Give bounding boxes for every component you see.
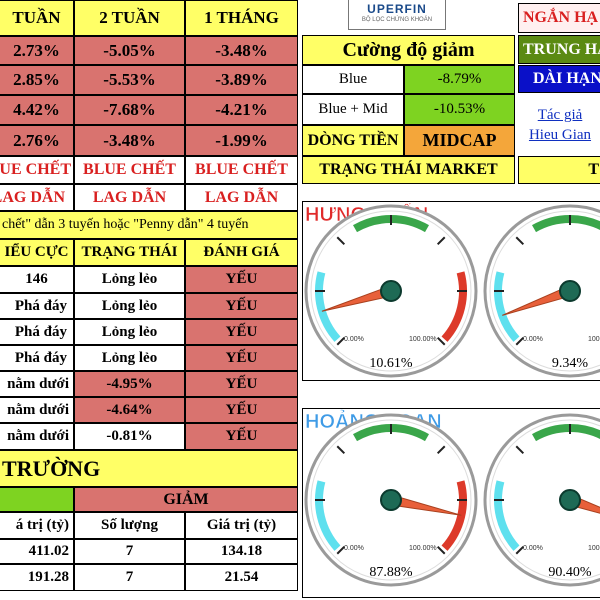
market-status-label: TRẠNG THÁI MARKET [302, 156, 515, 184]
status-cell: nằm dưới [0, 371, 74, 397]
money-flow-value: MIDCAP [404, 125, 515, 156]
long-term-label: DÀI HẠN [518, 65, 600, 93]
market-col-header: á trị (tỷ) [0, 512, 74, 539]
status-cell: nằm dưới [0, 397, 74, 423]
logo-subtitle: BỘ LỌC CHỨNG KHOÁN [361, 17, 433, 23]
market-cell: 134.18 [185, 539, 298, 564]
money-flow-label: DÒNG TIỀN [302, 125, 404, 156]
status-cell: Lỏng lẻo [74, 319, 185, 345]
status-cell: Phá đáy [0, 319, 74, 345]
market-status-value: T [518, 156, 600, 184]
status-cell: Lỏng lẻo [74, 345, 185, 371]
market-title: TRƯỜNG [0, 450, 298, 487]
market-cell: 21.54 [185, 564, 298, 591]
status-cell: Phá đáy [0, 345, 74, 371]
status-cell: -0.81% [74, 423, 185, 450]
status-cell: -4.95% [74, 371, 185, 397]
market-cell: 191.28 [0, 564, 74, 591]
period-cell: 4.42% [0, 95, 74, 125]
lag-status-cell: LAG DẪN [0, 184, 74, 211]
logo: UPERFIN BỘ LỌC CHỨNG KHOÁN [348, 0, 446, 30]
blue-status-cell: BLUE CHẾT [0, 156, 74, 184]
intensity-title: Cường độ giảm [302, 35, 515, 65]
logo-text: UPERFIN [367, 2, 427, 16]
lag-status-cell: LAG DẪN [74, 184, 185, 211]
lag-status-cell: LAG DẪN [185, 184, 298, 211]
period-cell: -3.48% [74, 125, 185, 156]
panic-title: HOẢNG LOẠN [305, 411, 442, 434]
mid-term-label: TRUNG HẠ [518, 35, 600, 64]
market-cell: 7 [74, 564, 185, 591]
blue-status-cell: BLUE CHẾT [185, 156, 298, 184]
status-cell: Lỏng lẻo [74, 266, 185, 293]
period-cell: -4.21% [185, 95, 298, 125]
status-cell: Phá đáy [0, 293, 74, 319]
excitement-panel: HƯNG PHẤN [302, 201, 600, 381]
market-decrease-header: GIẢM [74, 487, 298, 512]
col-header-status: TRẠNG THÁI [74, 239, 185, 266]
status-cell: nằm dưới [0, 423, 74, 450]
period-cell: 2.73% [0, 36, 74, 65]
period-cell: 2.76% [0, 125, 74, 156]
market-cell: 411.02 [0, 539, 74, 564]
excitement-title: HƯNG PHẤN [305, 204, 429, 227]
blue-status-cell: BLUE CHẾT [74, 156, 185, 184]
rating-cell: YẾU [185, 319, 298, 345]
author-label-link[interactable]: Tác giả [537, 107, 583, 123]
author-box: Tác giả Hieu Gian [518, 95, 600, 156]
col-header-2weeks: 2 TUẦN [74, 0, 185, 36]
period-cell: -1.99% [185, 125, 298, 156]
period-cell: -3.48% [185, 36, 298, 65]
market-cell: 7 [74, 539, 185, 564]
panic-panel: HOẢNG LOẠN [302, 408, 600, 598]
period-cell: 2.85% [0, 65, 74, 95]
intensity-value: -8.79% [404, 65, 515, 94]
rating-cell: YẾU [185, 371, 298, 397]
period-cell: -3.89% [185, 65, 298, 95]
intensity-value: -10.53% [404, 94, 515, 125]
col-header-1month: 1 THÁNG [185, 0, 298, 36]
period-cell: -7.68% [74, 95, 185, 125]
rating-cell: YẾU [185, 397, 298, 423]
market-col-header: Giá trị (tỷ) [185, 512, 298, 539]
intensity-label: Blue [302, 65, 404, 94]
intensity-label: Blue + Mid [302, 94, 404, 125]
market-col-header: Số lượng [74, 512, 185, 539]
rating-cell: YẾU [185, 293, 298, 319]
status-cell: Lỏng lẻo [74, 293, 185, 319]
col-header-extreme: IỂU CỰC [0, 239, 74, 266]
col-header-rating: ĐÁNH GIÁ [185, 239, 298, 266]
market-increase-header [0, 487, 74, 512]
period-cell: -5.05% [74, 36, 185, 65]
short-term-label: NGẮN HẠ [518, 3, 600, 33]
rating-cell: YẾU [185, 266, 298, 293]
status-cell: 146 [0, 266, 74, 293]
rating-cell: YẾU [185, 423, 298, 450]
author-name-link[interactable]: Hieu Gian [528, 127, 592, 143]
rating-cell: YẾU [185, 345, 298, 371]
period-cell: -5.53% [74, 65, 185, 95]
status-cell: -4.64% [74, 397, 185, 423]
col-header-week: TUẦN [0, 0, 74, 36]
rule-note: chết" dẫn 3 tuyến hoặc "Penny dẫn" 4 tuy… [0, 211, 298, 239]
